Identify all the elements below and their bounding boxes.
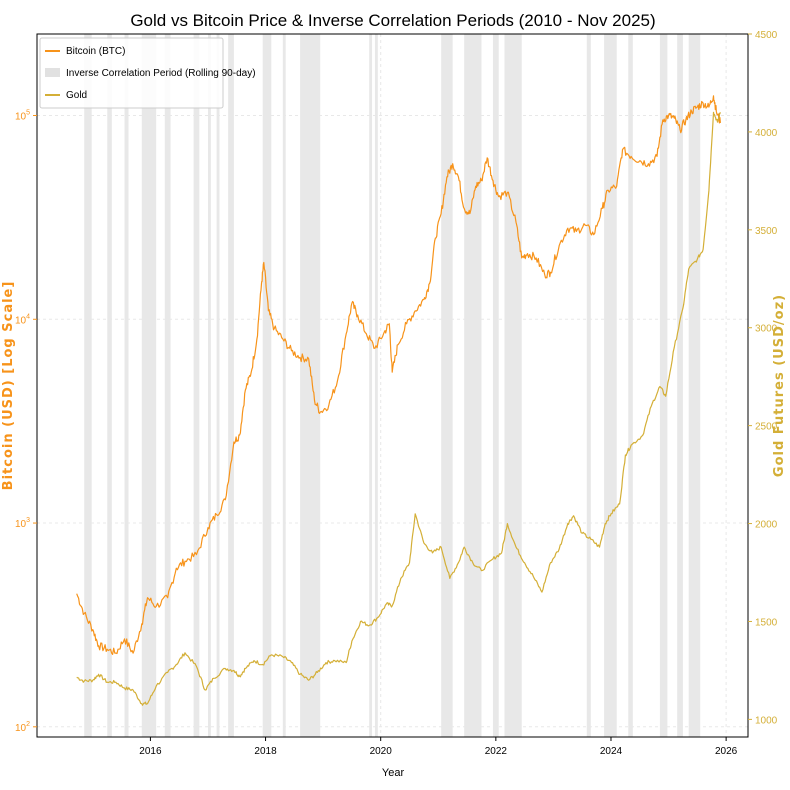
inverse-correlation-period xyxy=(504,34,522,737)
y-right-tick-label: 3500 xyxy=(755,226,778,237)
legend-box xyxy=(39,37,224,109)
inverse-correlation-period xyxy=(586,34,591,737)
inverse-correlation-period xyxy=(141,34,157,737)
inverse-correlation-period xyxy=(688,34,701,737)
bitcoin-series-line xyxy=(76,95,721,655)
y-left-tick-label: 104 xyxy=(15,313,30,326)
inverse-correlation-period xyxy=(492,34,499,737)
inverse-correlation-period xyxy=(124,34,129,737)
y-right-tick-label: 4500 xyxy=(755,30,778,41)
y-left-tick-label: 102 xyxy=(15,721,30,734)
x-tick-label: 2024 xyxy=(600,746,623,757)
y-axis-left: 102 103 104 105 xyxy=(15,110,37,734)
y-right-tick-label: 4000 xyxy=(755,128,778,139)
y-right-tick-label: 2500 xyxy=(755,422,778,433)
grid-layer xyxy=(37,34,748,737)
y-right-tick-label: 3000 xyxy=(755,324,778,335)
inverse-correlation-period xyxy=(441,34,453,737)
inverse-correlation-period xyxy=(84,34,92,737)
series-layer xyxy=(76,95,721,706)
inverse-correlation-period xyxy=(216,34,220,737)
y-left-tick-label: 103 xyxy=(15,517,30,530)
inverse-correlation-period xyxy=(604,34,617,737)
legend: Bitcoin (BTC) Inverse Correlation Period… xyxy=(39,37,256,109)
plot-frame xyxy=(36,33,749,738)
inverse-correlation-period xyxy=(193,34,200,737)
y-right-tick-label: 1000 xyxy=(755,715,778,726)
inverse-correlation-period xyxy=(464,34,482,737)
inverse-correlation-period xyxy=(107,34,112,737)
inverse-correlation-period xyxy=(262,34,272,737)
legend-inverse-correlation-label: Inverse Correlation Period (Rolling 90-d… xyxy=(66,68,256,79)
inverse-correlation-period xyxy=(374,34,378,737)
y-right-tick-label: 2000 xyxy=(755,520,778,531)
inverse-correlation-period xyxy=(628,34,633,737)
inverse-correlation-period xyxy=(282,34,286,737)
legend-bitcoin-label: Bitcoin (BTC) xyxy=(66,46,125,57)
legend-gold-label: Gold xyxy=(66,90,87,101)
x-axis: 2016 2018 2020 2022 2024 2026 xyxy=(139,737,738,757)
y-right-tick-label: 1500 xyxy=(755,617,778,628)
y-axis-right: 1000 1500 2000 2500 3000 3500 4000 4500 xyxy=(748,30,778,726)
x-tick-label: 2020 xyxy=(370,746,393,757)
inverse-correlation-period xyxy=(228,34,234,737)
x-tick-label: 2016 xyxy=(139,746,162,757)
legend-inverse-correlation-swatch xyxy=(45,68,60,77)
inverse-correlation-period xyxy=(300,34,321,737)
inverse-correlation-layer xyxy=(84,34,701,737)
gold-series-line xyxy=(76,111,721,706)
inverse-correlation-period xyxy=(164,34,171,737)
x-tick-label: 2018 xyxy=(254,746,277,757)
inverse-correlation-period xyxy=(207,34,211,737)
chart-title: Gold vs Bitcoin Price & Inverse Correlat… xyxy=(130,11,655,30)
x-tick-label: 2026 xyxy=(715,746,738,757)
inverse-correlation-period xyxy=(659,34,668,737)
inverse-correlation-period xyxy=(677,34,683,737)
inverse-correlation-period xyxy=(369,34,373,737)
x-axis-label: Year xyxy=(382,767,405,779)
y-axis-left-label: Bitcoin (USD) [Log Scale] xyxy=(1,281,16,491)
y-left-tick-label: 105 xyxy=(15,110,30,123)
y-axis-right-label: Gold Futures (USD/oz) xyxy=(772,294,787,477)
x-tick-label: 2022 xyxy=(485,746,508,757)
